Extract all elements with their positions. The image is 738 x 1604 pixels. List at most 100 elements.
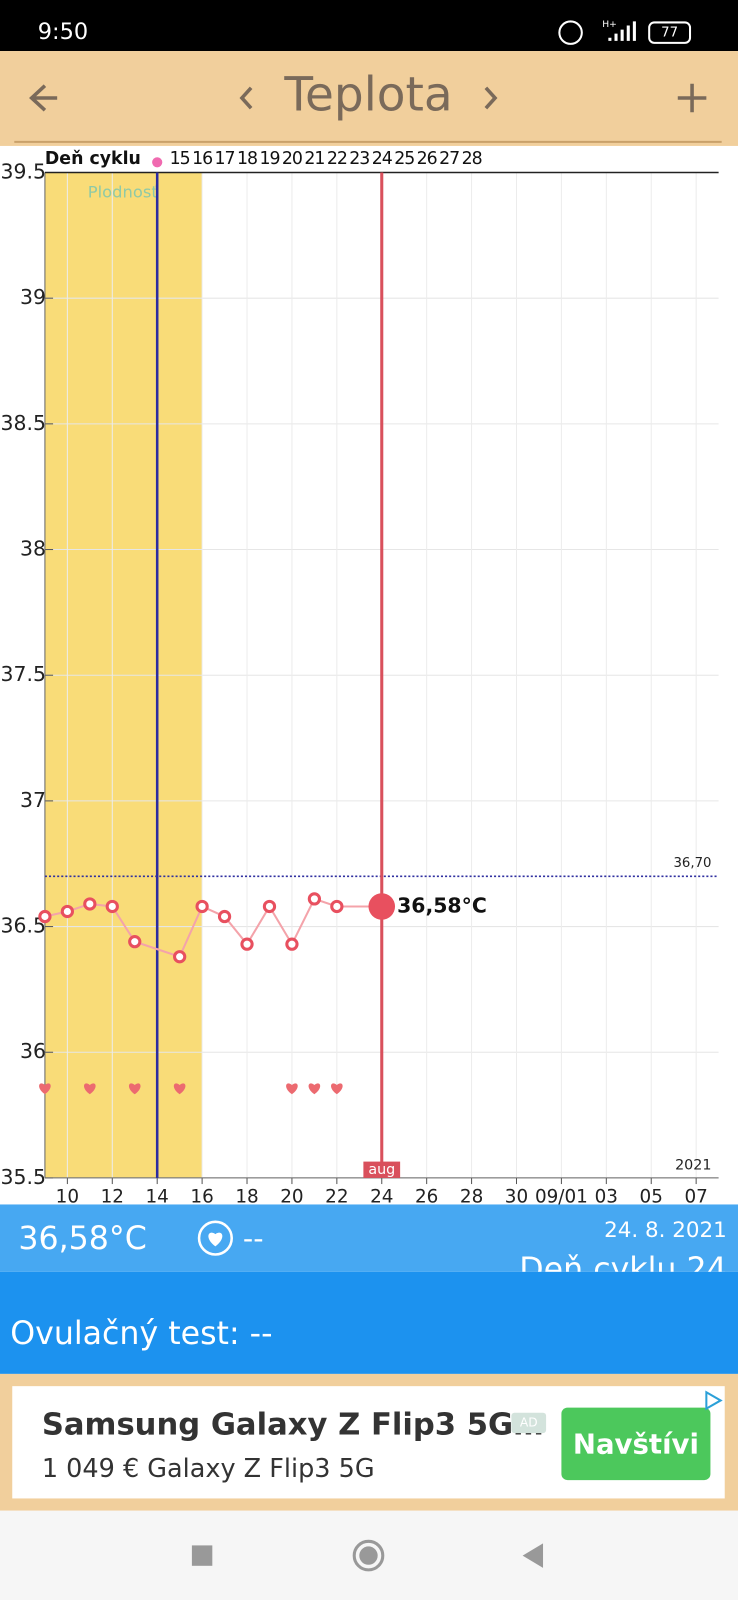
- ad-badge-text: AD: [520, 1415, 538, 1429]
- ad-title: Samsung Galaxy Z Flip3 5G…: [42, 1407, 544, 1442]
- month-label: aug: [368, 1162, 395, 1178]
- cycle-day-label: 26: [417, 149, 437, 169]
- x-tick-label: 07: [684, 1186, 707, 1207]
- next-button[interactable]: [484, 86, 498, 110]
- cycle-day-label: 16: [192, 149, 212, 169]
- selected-point: [368, 893, 396, 920]
- month-badge: [363, 1161, 401, 1178]
- temperature-point: [128, 935, 142, 949]
- cycle-day-label: 15: [170, 149, 190, 169]
- ovulation-bar[interactable]: [0, 1271, 738, 1374]
- temperature-point: [262, 899, 277, 914]
- x-tick-label: 24: [370, 1186, 393, 1207]
- info-bar: [0, 1204, 738, 1272]
- x-tick-label: 14: [146, 1186, 169, 1207]
- ad-button-text: Navštívi: [573, 1428, 699, 1460]
- x-tick-label: 18: [235, 1186, 258, 1207]
- ovulation-test: Ovulačný test: --: [10, 1316, 272, 1352]
- back-nav-button[interactable]: [522, 1543, 544, 1568]
- ovulation-dot: [152, 157, 163, 168]
- chart: Plodnosť 35.5 36 36.5 37 37.5 38 38.5 39 39.5 10 12…: [1, 149, 719, 1207]
- y-tick-label: 39: [20, 285, 46, 309]
- temperature-point: [105, 899, 119, 914]
- signal-icon: [608, 21, 636, 41]
- y-tick-label: 37.5: [1, 662, 46, 686]
- app-bar: [0, 51, 738, 146]
- x-tick-label: 10: [56, 1186, 79, 1207]
- x-tick-label: 09/01: [535, 1186, 588, 1207]
- y-tick-label: 38.5: [1, 411, 46, 435]
- cycle-day-label: 24: [372, 149, 393, 169]
- intercourse-heart: [308, 1083, 321, 1095]
- intercourse-heart: [173, 1083, 186, 1095]
- temperature-point: [195, 899, 209, 914]
- cycle-day-label: 22: [327, 149, 347, 169]
- intercourse-heart: [331, 1083, 343, 1095]
- network-type: H+: [602, 19, 617, 30]
- ad-choices[interactable]: [705, 1390, 723, 1411]
- intercourse-heart: [39, 1083, 51, 1095]
- cycle-day-label: 20: [282, 149, 302, 169]
- app-title: Teplota: [283, 67, 452, 122]
- intercourse-value: --: [243, 1221, 264, 1255]
- date: 24. 8. 2021: [604, 1218, 727, 1243]
- x-tick-label: 30: [505, 1186, 528, 1207]
- temperature-point: [330, 899, 344, 914]
- clock: 9:50: [38, 19, 88, 45]
- add-button[interactable]: [677, 83, 707, 113]
- cycle-day-label: 21: [304, 149, 324, 169]
- y-tick-label: 39.5: [1, 160, 46, 184]
- x-tick-label: 03: [595, 1186, 618, 1207]
- ad-badge: [511, 1412, 547, 1434]
- intercourse-heart: [128, 1083, 141, 1095]
- cycle-day-label: 19: [259, 149, 279, 169]
- year-label: 2021: [675, 1158, 711, 1174]
- y-tick-label: 37: [20, 788, 46, 812]
- selected-label: 36,58°C: [397, 893, 487, 917]
- cycle-day-label: 23: [349, 149, 369, 169]
- cycle-day-label: 25: [394, 149, 414, 169]
- home-button[interactable]: [352, 1539, 385, 1572]
- fertile-label: Plodnosť: [88, 182, 159, 201]
- intercourse-heart: [208, 1232, 223, 1247]
- cycle-day-header: Deň cyklu: [45, 149, 141, 169]
- intercourse-icon[interactable]: [197, 1220, 233, 1256]
- temperature-point: [307, 892, 322, 906]
- y-tick-label: 35.5: [1, 1165, 46, 1189]
- temperature-value: 36,58°C: [18, 1221, 146, 1257]
- recents-button[interactable]: [191, 1545, 213, 1566]
- x-tick-label: 05: [640, 1186, 663, 1207]
- x-tick-label: 12: [101, 1186, 124, 1207]
- y-tick-label: 36: [20, 1039, 46, 1063]
- x-tick-label: 28: [460, 1186, 483, 1207]
- previous-button[interactable]: [239, 86, 253, 110]
- temperature-point: [217, 909, 232, 924]
- ad-subtitle: 1 049 € Galaxy Z Flip3 5G: [42, 1454, 375, 1484]
- intercourse-heart: [84, 1083, 96, 1095]
- x-tick-label: 26: [415, 1186, 438, 1207]
- cycle-day-label: 27: [439, 149, 459, 169]
- ad-button[interactable]: [561, 1407, 711, 1481]
- y-tick-label: 38: [20, 537, 46, 561]
- cycle-day-label: 17: [215, 149, 235, 169]
- x-tick-label: 16: [190, 1186, 213, 1207]
- back-button[interactable]: [29, 84, 58, 112]
- temperature-point: [173, 950, 187, 964]
- home-button-dot: [359, 1546, 378, 1565]
- temperature-point: [240, 937, 254, 951]
- x-tick-label: 22: [325, 1186, 348, 1207]
- battery-icon: [648, 21, 692, 44]
- status-bar: [0, 0, 738, 52]
- y-tick-label: 36.5: [1, 914, 46, 938]
- status-icon: [558, 20, 583, 45]
- cycle-day-label: 18: [237, 149, 257, 169]
- intercourse-heart: [286, 1083, 298, 1095]
- reference-label: 36,70: [674, 856, 712, 871]
- battery-level: 77: [661, 26, 678, 41]
- temperature-point: [38, 909, 52, 924]
- temperature-point: [285, 937, 299, 951]
- cycle-day-label: 28: [462, 149, 482, 169]
- x-tick-label: 20: [280, 1186, 303, 1207]
